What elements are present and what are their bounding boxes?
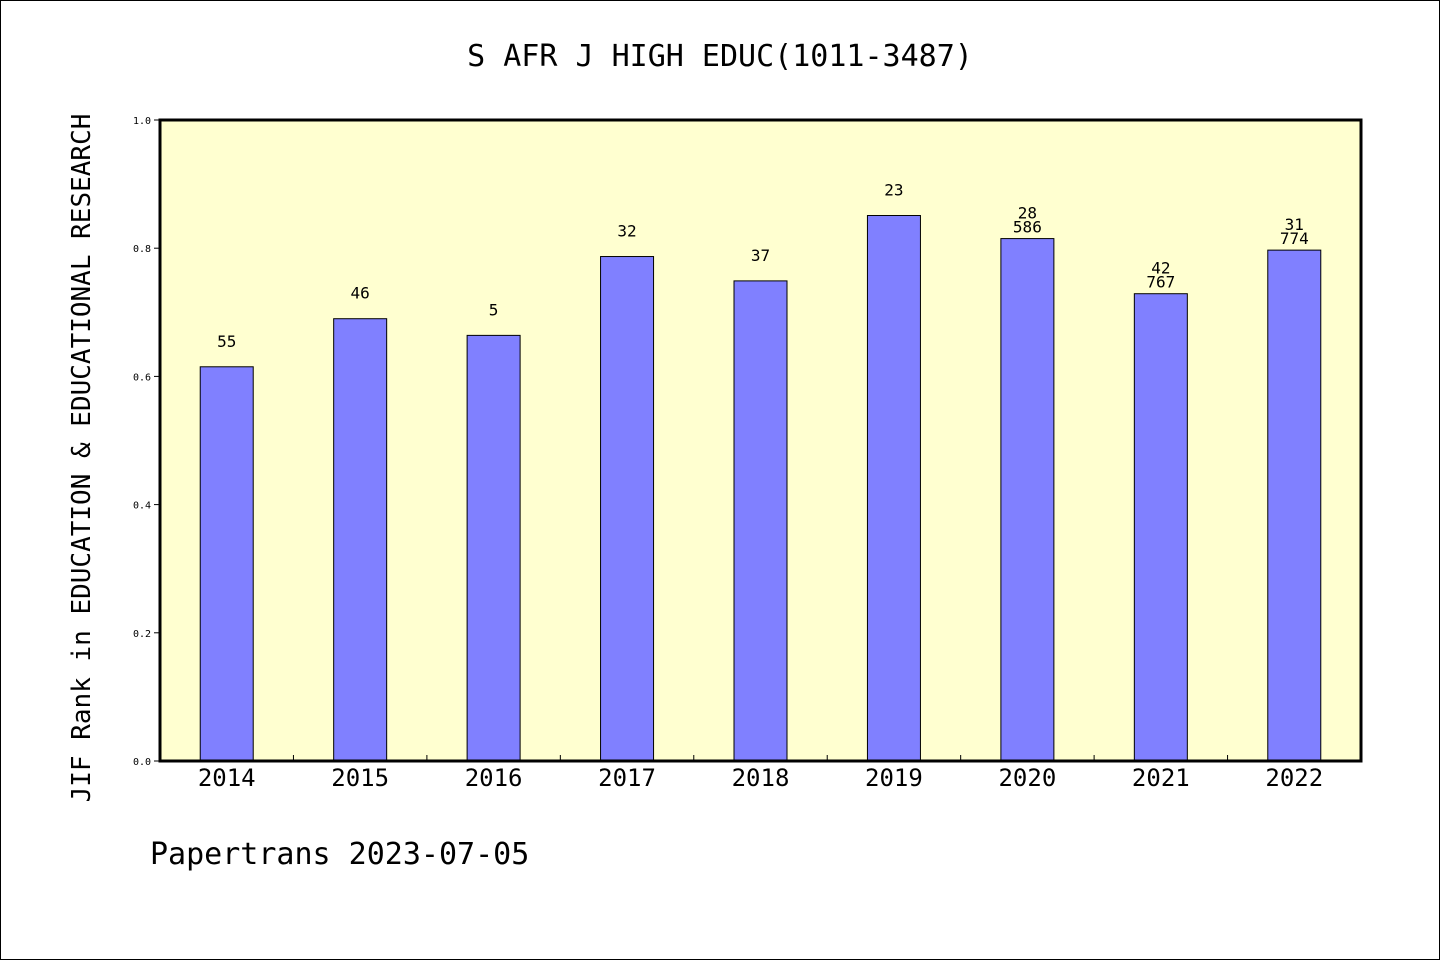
- y-tick-label: 0.8: [133, 244, 151, 255]
- bars: [199, 215, 1322, 762]
- data-label-rank: 28: [1018, 204, 1037, 223]
- x-tick-label: 2018: [732, 764, 790, 792]
- data-label-total: 774: [1280, 229, 1309, 248]
- bar-2019: [866, 215, 921, 762]
- x-tick-label: 2015: [331, 764, 389, 792]
- bar-2018: [733, 280, 788, 762]
- x-tick-label: 2019: [865, 764, 923, 792]
- bar-2021: [1133, 293, 1188, 762]
- data-label-total: 586: [1013, 218, 1042, 237]
- x-tick-label: 2021: [1132, 764, 1190, 792]
- x-tick-label: 2016: [465, 764, 523, 792]
- footer-text: Papertrans 2023-07-05: [150, 837, 529, 872]
- x-tick-label: 2020: [998, 764, 1056, 792]
- data-label: 46: [351, 284, 370, 303]
- y-tick-label: 0.2: [133, 629, 151, 640]
- data-label: 32: [617, 222, 636, 241]
- data-label-total: 767: [1146, 273, 1175, 292]
- x-axis: 2014 2015 2016 2017 2018 2019 2020 2021 2022: [198, 755, 1323, 792]
- bar-2017: [600, 256, 655, 762]
- data-label: 37: [751, 246, 770, 265]
- y-tick-label: 1.0: [133, 116, 151, 127]
- bar-2016: [466, 334, 521, 762]
- x-tick-label: 2014: [198, 764, 256, 792]
- chart-title: S AFR J HIGH EDUC(1011-3487): [467, 39, 973, 74]
- y-axis: 0.0 0.2 0.4 0.6 0.8 1.0: [133, 116, 160, 768]
- plot-border: [158, 118, 1363, 763]
- bar-2020: [1000, 238, 1055, 762]
- bar-2015: [333, 318, 388, 762]
- y-tick-label: 0.4: [133, 501, 151, 512]
- x-tick-label: 2017: [598, 764, 656, 792]
- data-label: 23: [884, 181, 903, 200]
- data-label: 5: [489, 300, 499, 319]
- bar-2014: [199, 366, 254, 762]
- y-tick-label: 0.6: [133, 372, 151, 383]
- data-label: 55: [217, 332, 236, 351]
- data-label-rank: 42: [1151, 259, 1170, 278]
- data-label-rank: 31: [1285, 215, 1304, 234]
- y-axis-label: JIF Rank in EDUCATION & EDUCATIONAL RESE…: [67, 114, 97, 803]
- bar-2022: [1267, 249, 1322, 762]
- y-tick-label: 0.0: [133, 757, 151, 768]
- x-tick-label: 2022: [1265, 764, 1323, 792]
